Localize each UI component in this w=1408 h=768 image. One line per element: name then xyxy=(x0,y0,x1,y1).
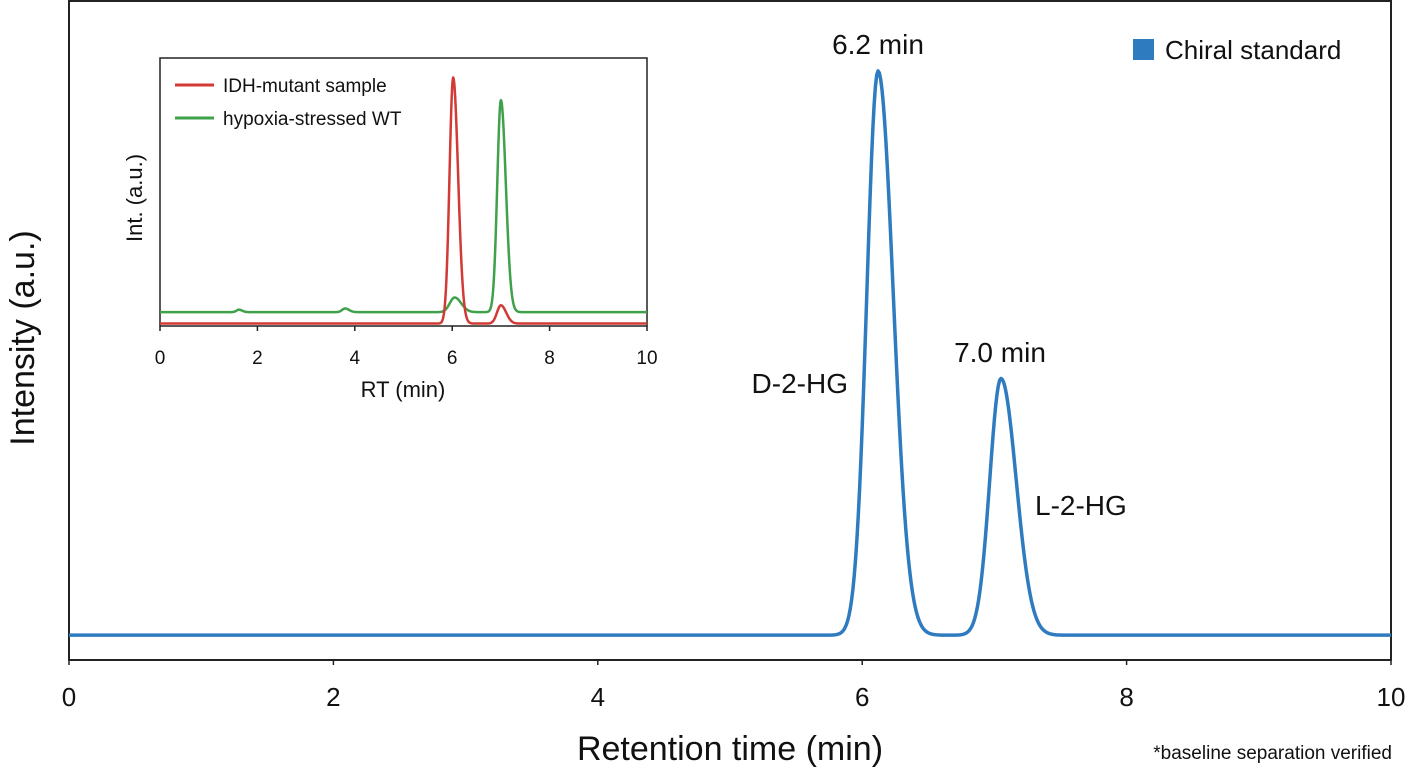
legend-label-idh-mutant-sample: IDH-mutant sample xyxy=(223,76,387,97)
series-line-hypoxia-stressed-wt xyxy=(159,98,648,314)
inset-x-tick-label: 0 xyxy=(155,348,166,369)
legend-swatch-chiral-standard xyxy=(1133,39,1154,60)
main-x-tick-label: 6 xyxy=(855,682,869,712)
annotation-l-2-hg: L-2-HG xyxy=(1035,490,1127,521)
legend-label-hypoxia-stressed-wt: hypoxia-stressed WT xyxy=(223,109,402,130)
main-x-tick-label: 4 xyxy=(591,682,605,712)
main-plot: 0 2 4 6 8 10 Retention time (min) Intensity (… xyxy=(4,0,1406,768)
series-line-chiral-standard xyxy=(68,69,1392,637)
main-x-tick-label: 2 xyxy=(326,682,340,712)
main-x-axis-label: Retention time (min) xyxy=(577,730,883,768)
footnote: *baseline separation verified xyxy=(1153,743,1392,764)
inset-plot-frame xyxy=(159,57,648,327)
main-x-ticks: 0 2 4 6 8 10 xyxy=(62,660,1406,712)
main-legend: Chiral standard xyxy=(1133,35,1341,65)
inset-y-axis-label: Int. (a.u.) xyxy=(122,154,147,242)
inset-x-ticks: 0 2 4 6 8 10 xyxy=(155,326,658,369)
inset-legend: IDH-mutant sample hypoxia-stressed WT xyxy=(175,76,402,130)
main-x-tick-label: 10 xyxy=(1377,682,1406,712)
inset-plot: 0 2 4 6 8 10 RT (min) Int. (a.u.) IDH-mutant … xyxy=(122,57,658,402)
annotation-d-2-hg: D-2-HG xyxy=(752,368,848,399)
main-y-axis-label: Intensity (a.u.) xyxy=(4,230,42,445)
inset-x-tick-label: 10 xyxy=(636,348,657,369)
main-x-tick-label: 0 xyxy=(62,682,76,712)
annotation-peak2-rt: 7.0 min xyxy=(954,337,1046,368)
main-x-tick-label: 8 xyxy=(1119,682,1133,712)
inset-x-tick-label: 2 xyxy=(252,348,263,369)
legend-label-chiral-standard: Chiral standard xyxy=(1165,35,1341,65)
main-plot-frame xyxy=(68,0,1392,661)
annotation-peak1-rt: 6.2 min xyxy=(832,29,924,60)
inset-x-tick-label: 4 xyxy=(350,348,361,369)
inset-x-tick-label: 8 xyxy=(544,348,555,369)
series-line-idh-mutant-sample xyxy=(159,76,648,325)
inset-x-axis-label: RT (min) xyxy=(361,377,446,402)
inset-x-tick-label: 6 xyxy=(447,348,458,369)
